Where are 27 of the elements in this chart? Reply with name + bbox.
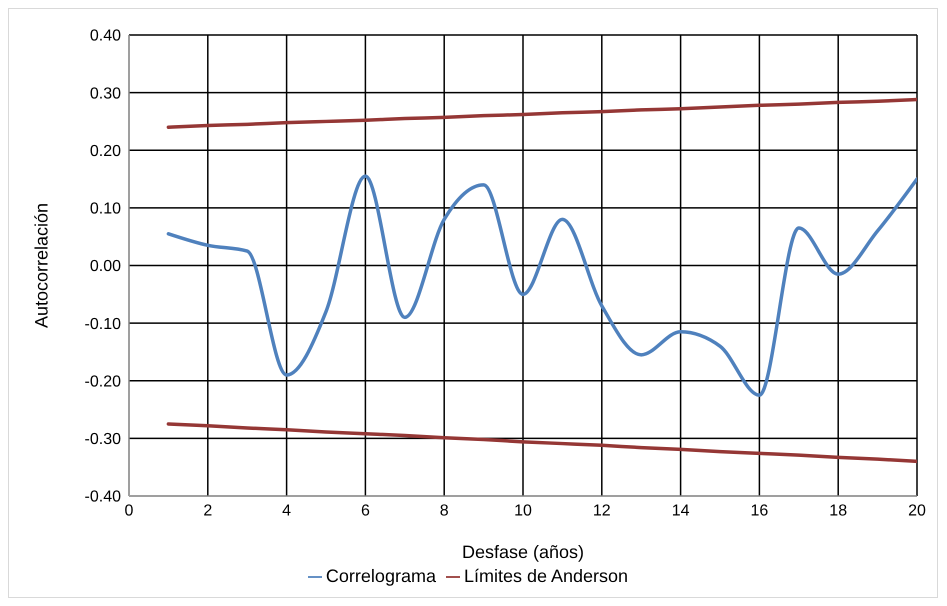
line-series bbox=[166, 174, 917, 397]
y-tick-label: -0.10 bbox=[84, 316, 122, 333]
x-tick-label: 6 bbox=[360, 502, 370, 520]
x-tick-label: 0 bbox=[124, 502, 134, 520]
x-tick-label: 14 bbox=[672, 502, 690, 520]
x-tick-label: 18 bbox=[829, 502, 848, 520]
legend-label: Correlograma bbox=[326, 566, 436, 586]
y-tick-label: -0.20 bbox=[84, 373, 122, 390]
legend-label: Límites de Anderson bbox=[464, 566, 628, 586]
x-tick-label: 8 bbox=[440, 502, 449, 520]
y-tick-label: 0.30 bbox=[90, 85, 122, 102]
x-tick-label: 10 bbox=[514, 502, 532, 520]
y-tick-label: -0.40 bbox=[84, 488, 122, 506]
x-tick-label: 4 bbox=[282, 502, 292, 520]
x-tick-label: 16 bbox=[750, 502, 768, 520]
y-axis-title: Autocorrelación bbox=[31, 202, 52, 328]
x-tick-label: 2 bbox=[203, 502, 212, 520]
x-tick-label: 12 bbox=[592, 502, 611, 520]
line-series bbox=[166, 422, 917, 464]
y-tick-label: 0.20 bbox=[90, 142, 122, 160]
y-tick-label: -0.30 bbox=[84, 431, 122, 448]
y-tick-label: 0.10 bbox=[90, 200, 122, 218]
y-tick-label: 0.00 bbox=[90, 258, 122, 276]
line-series bbox=[166, 98, 917, 129]
x-tick-label: 20 bbox=[908, 502, 926, 520]
y-tick-label: 0.40 bbox=[90, 28, 122, 45]
x-axis-title: Desfase (años) bbox=[462, 542, 584, 562]
